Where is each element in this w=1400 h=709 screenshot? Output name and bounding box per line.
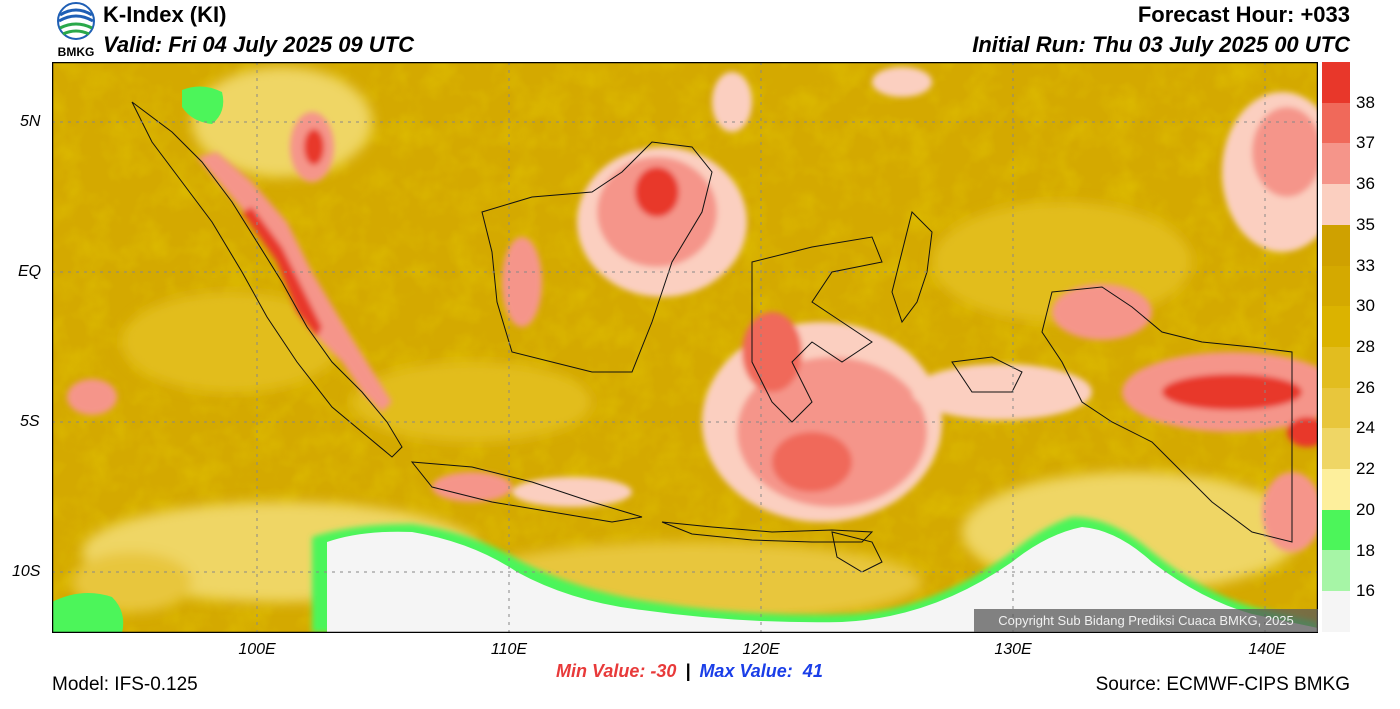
- lon-label-110e: 110E: [490, 641, 528, 658]
- max-value: Max Value: 41: [699, 661, 823, 681]
- colorbar-label: 22: [1356, 459, 1375, 479]
- coastlines: [131, 101, 1293, 573]
- map-frame: [52, 62, 1318, 633]
- colorbar-segment: [1322, 306, 1350, 347]
- min-value: Min Value: -30: [556, 661, 677, 681]
- colorbar-segment: [1322, 550, 1350, 592]
- colorbar-label: 30: [1356, 296, 1375, 316]
- colorbar-label: 35: [1356, 214, 1375, 234]
- lat-label-eq: EQ: [18, 263, 42, 280]
- colorbar-label: 28: [1356, 337, 1375, 356]
- colorbar-segment: [1322, 265, 1350, 307]
- logo-text: BMKG: [57, 45, 95, 59]
- initial-run: Initial Run: Thu 03 July 2025 00 UTC: [972, 32, 1350, 57]
- colorbar-label: 33: [1356, 255, 1375, 275]
- graticule: [52, 62, 1318, 633]
- lon-label-100e: 100E: [238, 641, 276, 658]
- valid-time: Valid: Fri 04 July 2025 09 UTC: [103, 32, 414, 57]
- forecast-hour: Forecast Hour: +033: [1137, 2, 1350, 27]
- colorbar-segment: [1322, 143, 1350, 185]
- lon-label-140e: 140E: [1248, 641, 1286, 658]
- low-value-regions: [52, 86, 1318, 633]
- colorbar-label: 16: [1356, 581, 1375, 601]
- lon-label-130e: 130E: [994, 641, 1032, 658]
- colorbar-segment: [1322, 346, 1350, 388]
- colorbar-label: 36: [1356, 174, 1375, 194]
- colorbar: [1322, 62, 1350, 632]
- chart-title: K-Index (KI): [103, 2, 227, 27]
- colorbar-segment: [1322, 387, 1350, 429]
- colorbar-segment: [1322, 224, 1350, 266]
- k-index-map: [52, 62, 1318, 633]
- lat-label-5n: 5N: [20, 113, 41, 130]
- colorbar-segment: [1322, 428, 1350, 470]
- bmkg-logo: BMKG: [52, 1, 100, 59]
- lon-label-120e: 120E: [742, 641, 780, 658]
- copyright-notice: Copyright Sub Bidang Prediksi Cuaca BMKG…: [974, 609, 1318, 632]
- colorbar-segment: [1322, 509, 1350, 551]
- min-max-stats: Min Value: -30 | Max Value: 41: [556, 661, 823, 682]
- colorbar-segment: [1322, 102, 1350, 144]
- source-label: Source: ECMWF-CIPS BMKG: [1095, 674, 1350, 695]
- lat-label-5s: 5S: [20, 413, 40, 430]
- colorbar-label: 26: [1356, 377, 1375, 397]
- colorbar-segment: [1322, 184, 1350, 225]
- lat-label-10s: 10S: [12, 563, 41, 580]
- colorbar-label: 18: [1356, 540, 1375, 560]
- colorbar-label: 38: [1356, 92, 1375, 112]
- stats-separator: |: [685, 661, 691, 681]
- model-label: Model: IFS-0.125: [52, 674, 198, 695]
- colorbar-segment: [1322, 469, 1350, 510]
- colorbar-segment: [1322, 591, 1350, 632]
- colorbar-label: 20: [1356, 499, 1375, 519]
- colorbar-segment: [1322, 62, 1350, 103]
- colorbar-label: 37: [1356, 133, 1375, 153]
- colorbar-label: 24: [1356, 418, 1375, 438]
